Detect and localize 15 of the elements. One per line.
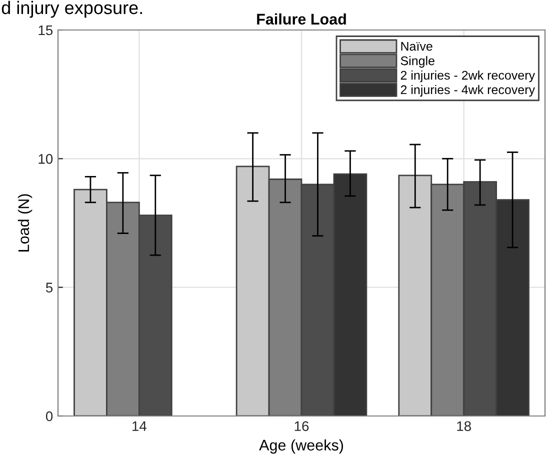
y-tick-label: 5: [46, 282, 53, 293]
legend-label: Naïve: [401, 42, 432, 51]
y-tick-label: 10: [38, 154, 53, 164]
legend-label: Single: [400, 56, 434, 68]
legend-label: 2 injuries - 4wk recovery: [400, 84, 535, 97]
x-tick-label: 18: [457, 421, 471, 432]
y-tick-label: 0: [46, 411, 53, 422]
chart-title: Failure Load: [257, 13, 346, 25]
x-tick-label: 14: [132, 421, 146, 431]
y-tick-label: 15: [38, 25, 53, 36]
legend-label: 2 injuries - 2wk recovery: [400, 70, 535, 82]
text: d injury exposure.: [2, 0, 142, 18]
x-tick-label: 16: [294, 421, 309, 432]
x-axis-title: Age (weeks): [259, 439, 344, 454]
y-axis-title: Load (N): [18, 194, 32, 252]
